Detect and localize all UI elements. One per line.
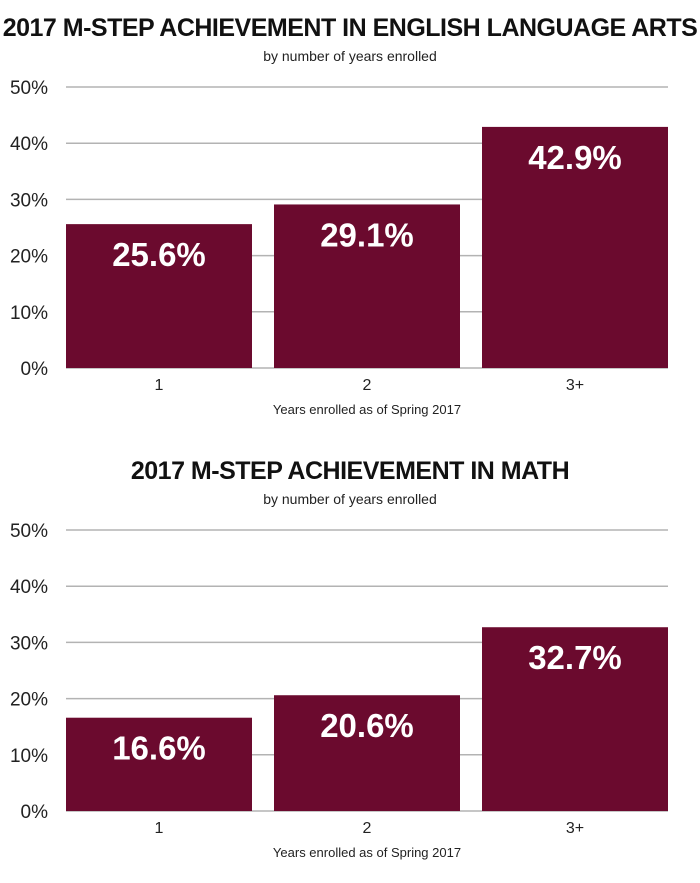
x-tick-label: 1: [155, 820, 164, 837]
bar-value-label: 42.9%: [528, 139, 622, 176]
bar: [482, 627, 668, 811]
chart-title: 2017 M-STEP ACHIEVEMENT IN MATH: [130, 457, 570, 485]
y-tick-label: 20%: [10, 690, 48, 711]
y-tick-label: 10%: [10, 746, 48, 767]
ela-plot: 0% 10% 20% 30% 40% 50% 25.6% 1 29.1% 2 42.9% 3+ Year…: [10, 78, 668, 417]
chart-subtitle: by number of years enrolled: [263, 48, 437, 64]
x-tick-label: 2: [363, 820, 372, 837]
y-tick-label: 40%: [10, 134, 48, 155]
bar-value-label: 29.1%: [320, 216, 414, 253]
bar-value-label: 25.6%: [112, 236, 206, 273]
bar-value-label: 16.6%: [112, 730, 206, 767]
y-tick-label: 40%: [10, 577, 48, 598]
y-tick-label: 30%: [10, 190, 48, 211]
chart-title: 2017 M-STEP ACHIEVEMENT IN ENGLISH LANGU…: [2, 14, 698, 42]
math-chart: 2017 M-STEP ACHIEVEMENT IN MATH by numbe…: [0, 443, 700, 883]
y-tick-label: 10%: [10, 303, 48, 324]
bar: [66, 224, 252, 368]
y-tick-label: 50%: [10, 78, 48, 99]
x-axis-title: Years enrolled as of Spring 2017: [273, 402, 461, 417]
x-tick-label: 3+: [566, 820, 584, 837]
x-tick-label: 2: [363, 377, 372, 394]
math-plot: 0% 10% 20% 30% 40% 50% 16.6% 1 20.6% 2 32.7% 3+ Year…: [10, 521, 668, 860]
bar-value-label: 32.7%: [528, 639, 622, 676]
chart-subtitle: by number of years enrolled: [263, 491, 437, 507]
y-tick-label: 20%: [10, 247, 48, 268]
y-tick-label: 50%: [10, 521, 48, 542]
bar: [66, 717, 252, 811]
x-tick-label: 3+: [566, 377, 584, 394]
bar: [274, 695, 460, 811]
ela-chart: 2017 M-STEP ACHIEVEMENT IN ENGLISH LANGU…: [0, 0, 700, 440]
bar-value-label: 20.6%: [320, 707, 414, 744]
x-tick-label: 1: [155, 377, 164, 394]
y-tick-label: 0%: [21, 802, 49, 823]
x-axis-title: Years enrolled as of Spring 2017: [273, 845, 461, 860]
bar: [274, 204, 460, 368]
y-tick-label: 0%: [21, 359, 49, 380]
bar: [482, 126, 668, 368]
y-tick-label: 30%: [10, 633, 48, 654]
